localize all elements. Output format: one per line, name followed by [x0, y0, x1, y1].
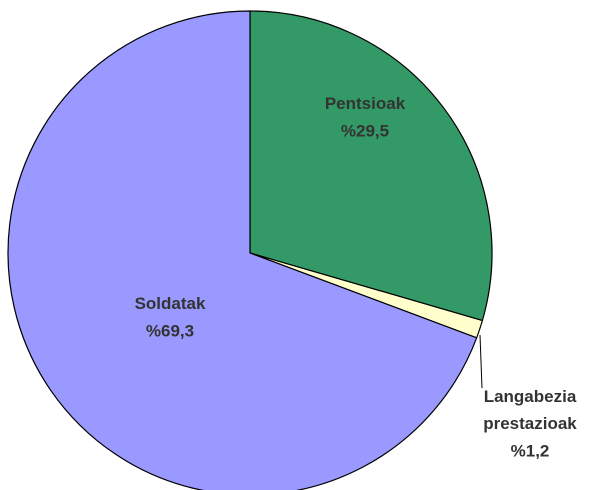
- slice-label: Pentsioak: [325, 94, 406, 113]
- slice-label: Langabezia prestazioak: [483, 387, 577, 433]
- value-label: %69,3: [146, 321, 194, 340]
- slice-label: Soldatak: [135, 294, 206, 313]
- pie-slice: [7, 10, 478, 490]
- leader-line: [479, 334, 483, 389]
- pie-slice: [249, 10, 493, 322]
- label-line: prestazioak: [483, 414, 577, 433]
- label-line: Soldatak: [135, 294, 206, 313]
- label-line: Langabezia: [484, 387, 577, 406]
- value-label: %1,2: [511, 441, 550, 460]
- value-label: %29,5: [341, 121, 389, 140]
- label-line: Pentsioak: [325, 94, 406, 113]
